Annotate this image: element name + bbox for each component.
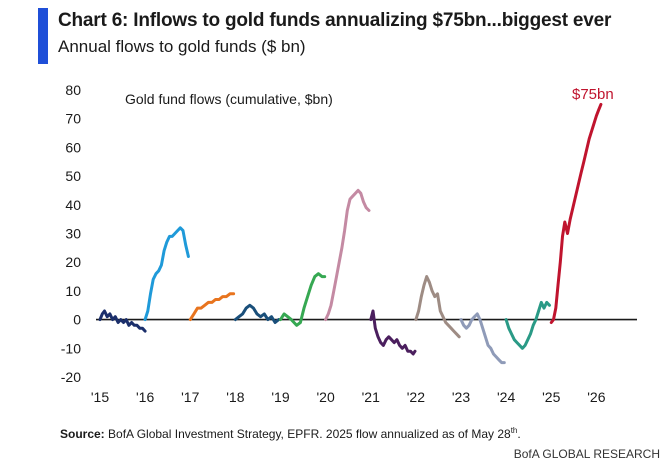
x-tick-label: '19: [271, 389, 289, 405]
series-line-2015: [98, 309, 147, 333]
source-text: BofA Global Investment Strategy, EPFR. 2…: [104, 427, 511, 441]
source-note: Source: BofA Global Investment Strategy,…: [60, 426, 521, 441]
series-line-2020: [324, 188, 371, 322]
series-line-2023: [459, 312, 506, 365]
series-line-2021: [369, 309, 417, 356]
title-accent-bar: [38, 8, 48, 64]
y-tick-label: 10: [65, 283, 81, 299]
x-tick-label: '22: [407, 389, 425, 405]
y-tick-label: 70: [65, 111, 81, 127]
series-line-2025: [549, 102, 603, 324]
x-tick-label: '16: [136, 389, 154, 405]
y-tick-label: -10: [61, 340, 81, 356]
series-line-2024: [504, 300, 551, 350]
x-tick-label: '17: [181, 389, 199, 405]
series-line-2017: [188, 292, 236, 322]
series-line-2022: [414, 275, 461, 339]
inset-label: Gold fund flows (cumulative, $bn): [125, 91, 333, 107]
x-tick-label: '26: [587, 389, 605, 405]
x-tick-label: '21: [362, 389, 380, 405]
series-line-2019: [279, 272, 327, 327]
y-tick-label: 0: [73, 312, 81, 328]
series-line-2018: [233, 303, 281, 324]
y-tick-label: 60: [65, 139, 81, 155]
x-axis: '15 '16 '17 '18 '19 '20 '21 '22 '23 '24 '25 '26: [91, 389, 606, 405]
x-tick-label: '20: [317, 389, 335, 405]
x-tick-label: '15: [91, 389, 109, 405]
source-superscript: th: [510, 426, 518, 435]
chart-title: Chart 6: Inflows to gold funds annualizi…: [58, 10, 612, 31]
series-line-2016: [143, 226, 190, 322]
y-tick-label: 30: [65, 226, 81, 242]
y-axis: -20 -10 0 10 20 30 40 50 60 70 80: [61, 82, 81, 385]
annotation-75bn: $75bn: [572, 86, 614, 103]
source-label: Source:: [60, 427, 105, 441]
x-tick-label: '25: [542, 389, 560, 405]
source-end: .: [517, 427, 521, 441]
x-tick-label: '18: [226, 389, 244, 405]
y-tick-label: 20: [65, 254, 81, 270]
brand-label: BofA GLOBAL RESEARCH: [513, 447, 660, 461]
x-tick-label: '24: [497, 389, 515, 405]
chart-subtitle: Annual flows to gold funds ($ bn): [58, 37, 306, 56]
series-group: [96, 102, 637, 365]
chart-plot: Gold fund flows (cumulative, $bn) $75bn …: [61, 82, 637, 405]
x-tick-label: '23: [452, 389, 470, 405]
y-tick-label: 50: [65, 168, 81, 184]
y-tick-label: -20: [61, 369, 81, 385]
y-tick-label: 80: [65, 82, 81, 98]
y-tick-label: 40: [65, 197, 81, 213]
